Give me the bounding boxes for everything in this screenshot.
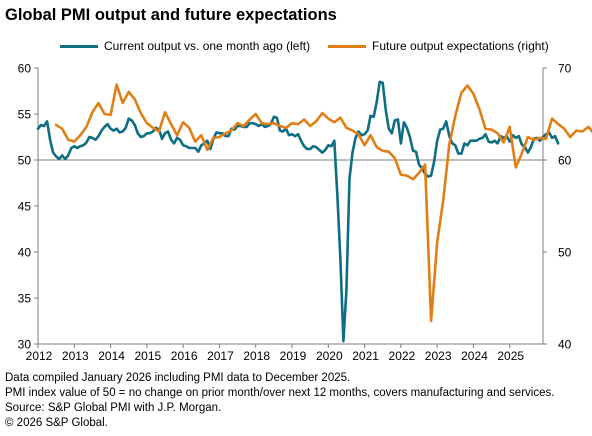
legend-swatch-current-output bbox=[60, 44, 98, 48]
x-tick-label: 2016 bbox=[171, 349, 198, 363]
legend-label-future-output: Future output expectations (right) bbox=[372, 39, 549, 53]
legend-swatch-future-output bbox=[328, 44, 366, 48]
x-tick-label: 2021 bbox=[352, 349, 379, 363]
x-tick-label: 2024 bbox=[461, 349, 488, 363]
legend-label-current-output: Current output vs. one month ago (left) bbox=[104, 39, 311, 53]
y-left-tick-label: 40 bbox=[18, 246, 32, 260]
x-tick-label: 2018 bbox=[243, 349, 270, 363]
y-left-tick-label: 55 bbox=[18, 108, 32, 122]
y-left-tick-label: 45 bbox=[18, 200, 32, 214]
x-tick-label: 2023 bbox=[425, 349, 452, 363]
footer-notes: Data compiled January 2026 including PMI… bbox=[5, 371, 554, 431]
y-right-tick-label: 50 bbox=[558, 246, 572, 260]
x-tick-label: 2015 bbox=[135, 349, 162, 363]
footer-compiled-note: Data compiled January 2026 including PMI… bbox=[5, 372, 351, 384]
legend-item-future-output: Future output expectations (right) bbox=[328, 39, 549, 53]
x-tick-label: 2020 bbox=[316, 349, 343, 363]
y-left-tick-label: 35 bbox=[18, 292, 32, 306]
y-right-tick-label: 60 bbox=[558, 154, 572, 168]
footer-source: Source: S&P Global PMI with J.P. Morgan. bbox=[5, 402, 222, 414]
x-tick-label: 2017 bbox=[207, 349, 234, 363]
x-tick-label: 2025 bbox=[497, 349, 524, 363]
y-right-tick-label: 40 bbox=[558, 338, 572, 352]
footer-copyright: © 2026 S&P Global. bbox=[5, 417, 108, 429]
y-left-tick-label: 60 bbox=[18, 62, 32, 76]
x-tick-label: 2022 bbox=[389, 349, 416, 363]
x-tick-label: 2014 bbox=[98, 349, 125, 363]
y-right-tick-label: 70 bbox=[558, 62, 572, 76]
x-tick-label: 2012 bbox=[26, 349, 53, 363]
chart-title: Global PMI output and future expectation… bbox=[5, 6, 337, 24]
x-tick-label: 2013 bbox=[62, 349, 89, 363]
x-tick-label: 2019 bbox=[280, 349, 307, 363]
footer-pmi-note: PMI index value of 50 = no change on pri… bbox=[5, 387, 555, 399]
series-line-future-output bbox=[54, 83, 592, 323]
y-left-tick-label: 30 bbox=[18, 338, 32, 352]
legend: Current output vs. one month ago (left) … bbox=[0, 39, 592, 55]
series-line-current-output bbox=[36, 80, 560, 343]
y-left-tick-label: 50 bbox=[18, 154, 32, 168]
legend-item-current-output: Current output vs. one month ago (left) bbox=[60, 39, 310, 53]
